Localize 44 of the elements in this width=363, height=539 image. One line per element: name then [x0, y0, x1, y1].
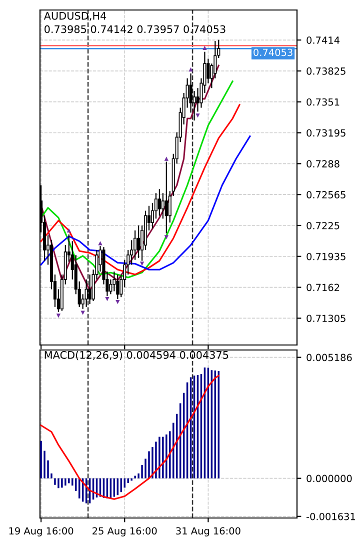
line-series — [40, 104, 240, 276]
line-series — [40, 135, 251, 270]
line-series — [40, 80, 234, 278]
candlestick — [84, 278, 88, 308]
point — [140, 262, 144, 266]
point — [105, 296, 110, 302]
y-tick-label: 0.7288 — [306, 160, 340, 168]
y-tick-label: 0.73195 — [306, 129, 346, 137]
candlestick — [161, 192, 164, 220]
point — [202, 46, 207, 50]
candlestick — [134, 230, 137, 260]
y-tick-label: 0.71305 — [306, 314, 346, 322]
candlestick — [206, 58, 210, 84]
chart-title: MACD(12,26,9) 0.004594 0.004375 — [44, 350, 228, 360]
point — [66, 228, 71, 232]
line-series — [40, 374, 220, 500]
candlestick — [164, 161, 168, 234]
point — [164, 156, 168, 161]
point — [56, 314, 61, 318]
candlestick — [158, 188, 161, 216]
y-tick-label: 0.7162 — [306, 284, 340, 292]
candlestick — [88, 274, 92, 305]
y-tick-label: 0.73825 — [306, 67, 346, 75]
point — [80, 310, 85, 315]
point — [116, 300, 120, 304]
y-tick-label: 0.7225 — [306, 222, 340, 230]
y-tick-label: 0.7414 — [306, 36, 340, 44]
y-tick-label: 0.72565 — [306, 191, 346, 198]
x-tick-label: 19 Aug 16:00 — [9, 527, 74, 536]
x-tick-label: 25 Aug 16:00 — [92, 527, 157, 536]
y-tick-label: -0.001631 — [306, 512, 356, 520]
point — [164, 235, 168, 240]
text: 0.73985 0.74142 0.73957 0.74053 — [44, 25, 226, 34]
point — [98, 241, 102, 246]
candlestick — [137, 224, 140, 258]
y-tick-label: 0.71935 — [306, 252, 346, 260]
x-tick-label: 31 Aug 16:00 — [176, 527, 240, 536]
y-tick-label: 0.7351 — [306, 98, 340, 106]
y-tick-label: 0.005186 — [306, 354, 352, 362]
ref-line-label: 0.74053 — [254, 48, 292, 56]
y-tick-label: 0.000000 — [306, 474, 352, 482]
chart-title: AUDUSD,H4 — [44, 12, 106, 21]
candlestick — [116, 274, 120, 300]
point — [196, 114, 200, 118]
